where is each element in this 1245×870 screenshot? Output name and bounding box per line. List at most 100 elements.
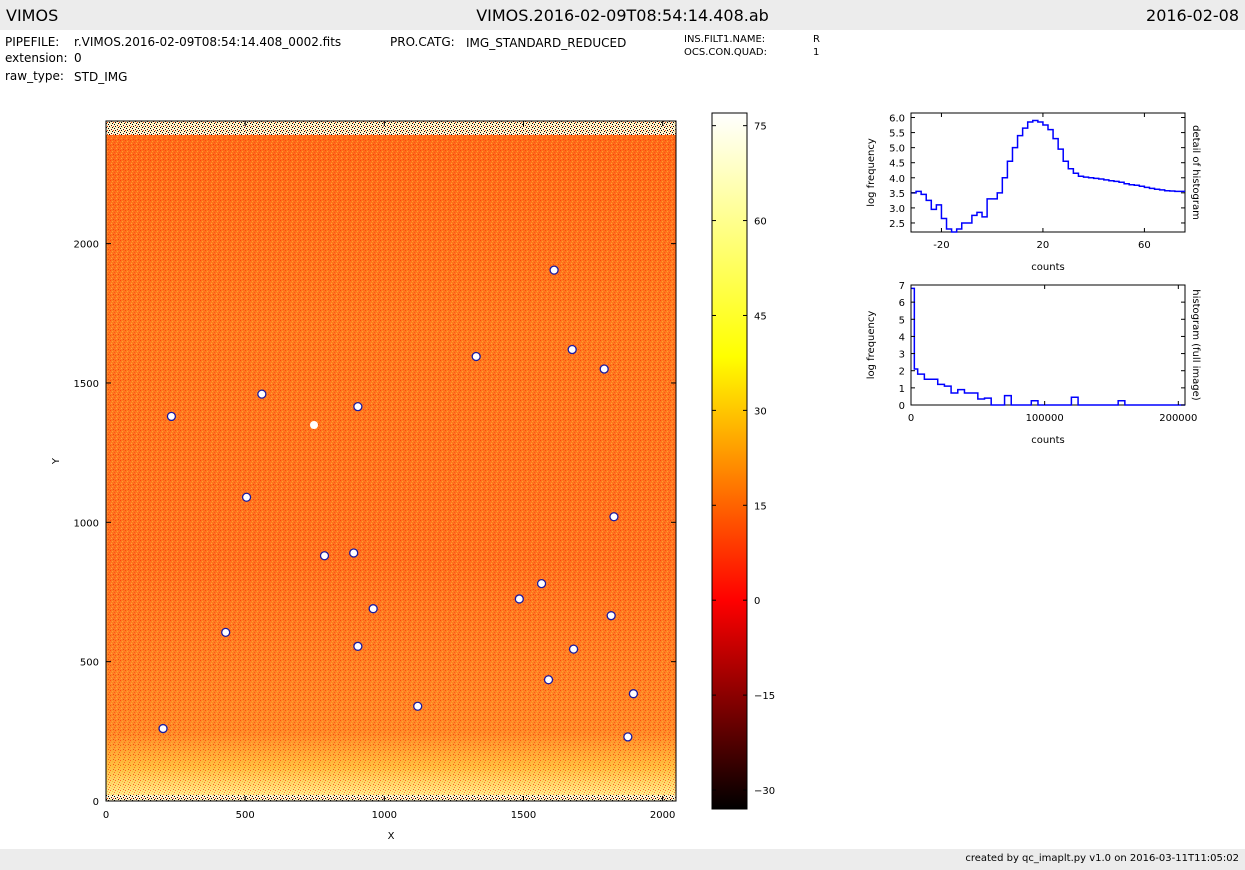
raw-type-value: STD_IMG [74,70,128,84]
source-marker [606,611,616,621]
x-tick-label: 1500 [511,810,536,821]
histogram-full-panel: 0 100000 200000 0 1 2 3 4 5 6 7 counts log frequency… [866,281,1201,446]
quad-value: 1 [813,47,820,58]
source-marker [599,364,609,374]
colorbar-tick-label: 30 [754,406,767,417]
hist-title: histogram (full image) [1190,289,1201,401]
hist-y-tick-label: 4.5 [889,159,905,170]
hist-y-tick-label: 2.5 [889,219,905,230]
hist-x-tick-label: 60 [1138,240,1151,251]
hist-y-axis-label: log frequency [866,311,877,380]
hist-x-tick-label: 200000 [1159,413,1197,424]
x-tick-label: 1000 [372,810,397,821]
colorbar-ticks: 75 60 45 30 15 0 −15 −30 [712,122,775,797]
hist-y-tick-label: 6.0 [889,114,905,125]
x-tick-label: 500 [236,810,255,821]
image-bottom-edge [106,795,676,801]
hist-y-tick-label: 5 [899,315,905,326]
y-tick-label: 0 [93,797,99,808]
hist-y-tick-label: 3.5 [889,189,905,200]
source-marker [319,551,330,561]
title-bar [0,0,1245,30]
hist-y-tick-label: 6 [899,298,905,309]
hist1-frame [910,112,1186,233]
source-markers [158,265,639,742]
source-marker [221,627,231,638]
y-axis-label: Y [51,457,62,465]
source-marker [628,689,639,699]
source-marker [609,512,619,522]
source-marker [353,402,363,412]
hist-y-tick-label: 3 [899,350,905,361]
hist-x-tick-label: 0 [908,413,914,424]
raw-type-label: raw_type: [5,69,64,83]
hist-y-tick-label: 0 [899,401,905,412]
hist1-content: -20 20 60 2.5 3.0 3.5 4.0 4.5 5.0 5.5 6.0 counts log… [866,113,1201,273]
footer-bar [0,849,1245,870]
source-marker [567,344,577,355]
image-frame [105,120,677,802]
app-title: VIMOS [6,6,59,25]
source-marker [413,701,423,711]
pro-catg-value: IMG_STANDARD_REDUCED [466,36,627,50]
hist-y-tick-label: 7 [899,281,905,292]
source-marker [471,351,481,362]
footer-text: created by qc_imaplt.py v1.0 on 2016-03-… [965,853,1239,864]
image-axes: 0 500 1000 1500 2000 0 500 1000 1500 2000 X Y [51,121,676,842]
source-marker [536,578,547,589]
image-panel: 0 500 1000 1500 2000 0 500 1000 1500 2000 X Y [51,120,677,842]
image-noise [106,121,676,801]
hist-title: detail of histogram [1190,125,1201,220]
x-tick-label: 0 [103,810,109,821]
hist-x-tick-label: 100000 [1026,413,1064,424]
pro-catg-label: PRO.CATG: [390,35,455,49]
colorbar-gradient [711,112,748,810]
hist-y-tick-label: 1 [899,384,905,395]
colorbar-tick-label: 15 [754,501,767,512]
source-marker [158,723,168,734]
hist-y-tick-label: 4.0 [889,174,905,185]
filter-label: INS.FILT1.NAME: [684,34,766,45]
x-axis-label: X [388,831,395,842]
quad-label: OCS.CON.QUAD: [684,47,767,58]
source-marker [514,594,524,604]
source-marker [166,411,177,422]
hist-y-tick-label: 3.0 [889,204,905,215]
hist2-content: 0 100000 200000 0 1 2 3 4 5 6 7 counts log frequency… [866,281,1201,446]
source-marker [241,492,252,502]
extension-value: 0 [74,51,82,65]
y-tick-label: 2000 [74,240,99,251]
colorbar-tick-label: 75 [754,122,767,133]
source-marker [353,641,363,651]
hist-x-tick-label: -20 [933,240,949,251]
colorbar: 75 60 45 30 15 0 −15 −30 [711,112,775,810]
colorbar-tick-label: 0 [754,596,760,607]
hist2-frame [910,284,1186,406]
file-title: VIMOS.2016-02-09T08:54:14.408.ab [476,6,769,25]
hist-y-tick-label: 4 [899,332,905,343]
hist-y-tick-label: 5.5 [889,129,905,140]
hist-x-axis-label: counts [1031,435,1064,446]
colorbar-tick-label: −15 [754,691,775,702]
hist-x-axis-label: counts [1031,262,1064,273]
source-marker [368,604,378,614]
pipefile-label: PIPEFILE: [5,35,60,49]
histogram-detail-panel: -20 20 60 2.5 3.0 3.5 4.0 4.5 5.0 5.5 6.0 counts log… [866,112,1201,273]
hist-y-tick-label: 2 [899,367,905,378]
hist-y-axis-label: log frequency [866,138,877,207]
source-marker [623,732,633,742]
extension-label: extension: [5,51,68,65]
source-marker [543,675,554,685]
image-top-edge [106,121,676,135]
pipefile-value: r.VIMOS.2016-02-09T08:54:14.408_0002.fit… [74,35,342,49]
x-tick-label: 2000 [650,810,675,821]
histogram-line [911,119,1185,233]
source-marker [549,265,559,275]
source-marker [349,548,359,558]
colorbar-tick-label: 60 [754,217,767,228]
hist-x-tick-label: 20 [1037,240,1050,251]
date-title: 2016-02-08 [1146,6,1239,25]
y-tick-label: 1000 [74,518,99,529]
filter-value: R [813,34,820,45]
